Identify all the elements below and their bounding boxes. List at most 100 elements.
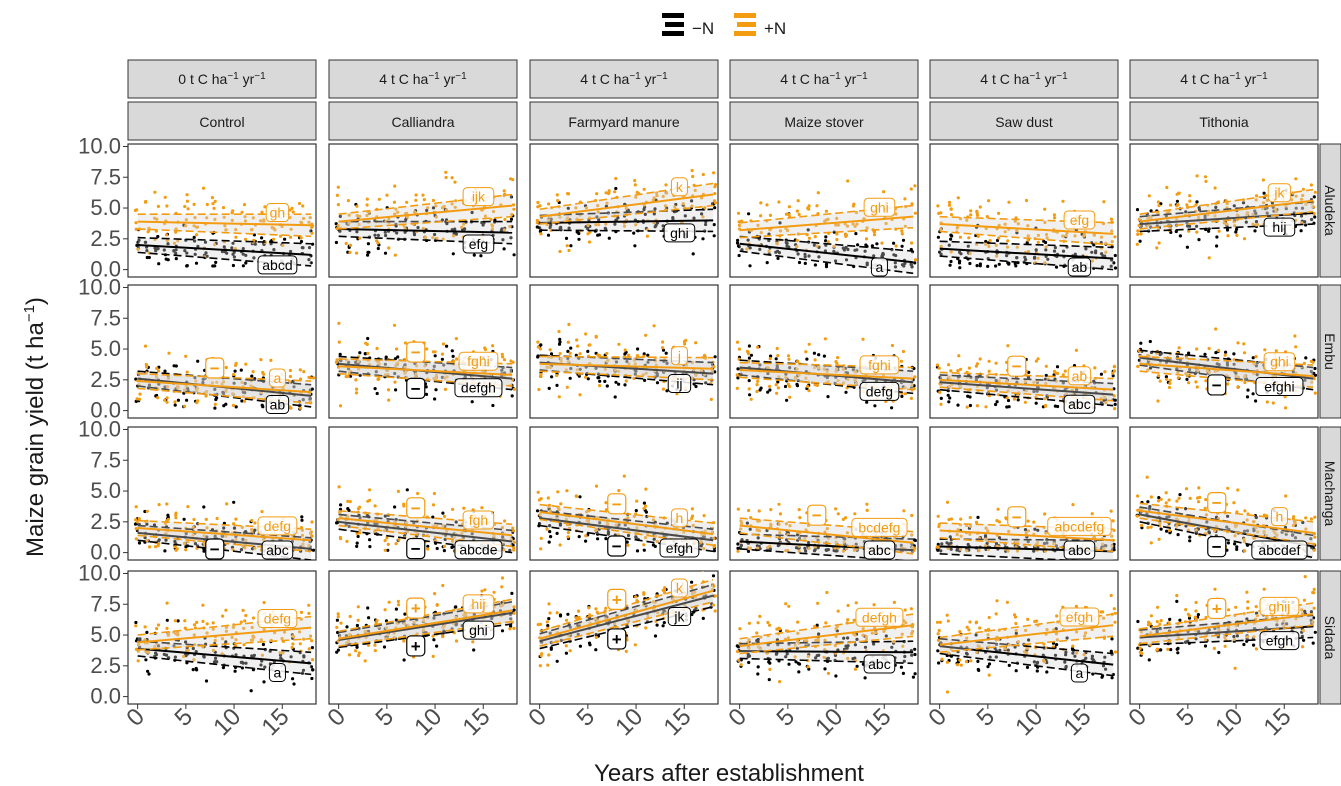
data-point — [956, 403, 960, 407]
panel-embu-2: ijj — [529, 284, 719, 419]
data-point — [509, 217, 514, 221]
data-point — [785, 244, 789, 248]
data-point — [202, 534, 206, 538]
data-point — [736, 546, 740, 551]
label-text: a — [274, 664, 282, 680]
data-point — [1043, 512, 1047, 516]
data-point — [1136, 229, 1140, 233]
data-point — [958, 235, 963, 239]
strip-site-label: Sidada — [1322, 616, 1338, 660]
data-point — [904, 205, 908, 209]
data-point — [147, 383, 151, 387]
data-point — [244, 237, 248, 241]
data-point — [661, 348, 666, 352]
trend-sign-minus-n: − — [205, 538, 225, 560]
data-point — [1113, 402, 1117, 406]
data-point — [974, 520, 979, 525]
data-point — [165, 626, 169, 631]
strip-rate-box — [729, 59, 919, 99]
data-point — [835, 238, 839, 242]
data-point — [205, 526, 209, 530]
data-point — [690, 204, 694, 208]
data-point — [623, 348, 627, 352]
data-point — [368, 538, 372, 542]
data-point — [348, 250, 352, 254]
data-point — [311, 224, 315, 228]
data-point — [851, 204, 856, 208]
data-point — [535, 509, 540, 513]
data-point — [195, 233, 199, 237]
data-point — [1207, 256, 1211, 260]
data-point — [605, 201, 609, 205]
data-point — [646, 353, 650, 357]
label-text: ab — [1072, 259, 1088, 275]
data-point — [701, 237, 705, 241]
data-point — [1111, 371, 1115, 375]
strip-rate-box — [127, 59, 317, 99]
data-point — [555, 383, 559, 387]
label-text: abcdefg — [1055, 518, 1105, 534]
data-point — [1136, 494, 1140, 498]
data-point — [747, 387, 751, 391]
label-text: a — [876, 259, 884, 275]
data-point — [861, 337, 865, 341]
data-point — [1265, 400, 1269, 404]
data-point — [558, 226, 562, 230]
data-point — [939, 396, 943, 400]
data-point — [1206, 203, 1210, 207]
data-point — [836, 512, 840, 516]
data-point — [626, 543, 630, 547]
data-point — [1309, 359, 1313, 363]
data-point — [213, 199, 217, 203]
strip-treatment-label: Tithonia — [1199, 114, 1249, 130]
data-point — [233, 247, 238, 251]
data-point — [503, 519, 507, 523]
data-point — [824, 239, 828, 243]
data-point — [300, 515, 304, 519]
data-point — [299, 610, 304, 615]
data-point — [1223, 353, 1227, 357]
data-point — [144, 658, 148, 662]
data-point — [776, 256, 780, 260]
data-point — [1284, 207, 1288, 211]
strip-treatment-label: Maize stover — [784, 114, 864, 130]
data-point — [1184, 487, 1189, 491]
data-point — [603, 379, 607, 383]
data-point — [909, 263, 914, 267]
data-point — [584, 375, 588, 379]
data-point — [769, 508, 773, 512]
data-point — [872, 254, 876, 258]
data-point — [812, 351, 817, 355]
data-point — [153, 190, 157, 194]
data-point — [460, 225, 464, 229]
data-point — [152, 523, 157, 527]
data-point — [1112, 394, 1116, 398]
data-point — [736, 244, 741, 248]
group-label-plus-n: defg — [257, 609, 298, 629]
data-point — [1251, 222, 1255, 226]
data-point — [365, 342, 369, 346]
data-point — [691, 252, 695, 256]
data-point — [134, 624, 138, 628]
data-point — [186, 505, 190, 509]
panel-sidada-0: a defg — [127, 570, 317, 705]
data-point — [712, 223, 716, 227]
data-point — [239, 620, 243, 624]
data-point — [1026, 238, 1030, 242]
label-box — [670, 346, 688, 366]
legend-key — [734, 13, 756, 18]
data-point — [1225, 363, 1230, 367]
strip-treatment-label: Farmyard manure — [568, 114, 679, 130]
data-point — [1213, 369, 1217, 373]
data-point — [568, 376, 572, 380]
data-point — [384, 233, 388, 238]
data-point — [221, 206, 226, 210]
data-point — [834, 259, 838, 263]
data-point — [949, 233, 953, 237]
data-point — [165, 601, 169, 605]
data-point — [433, 592, 437, 596]
data-point — [577, 237, 581, 241]
data-point — [778, 229, 783, 233]
